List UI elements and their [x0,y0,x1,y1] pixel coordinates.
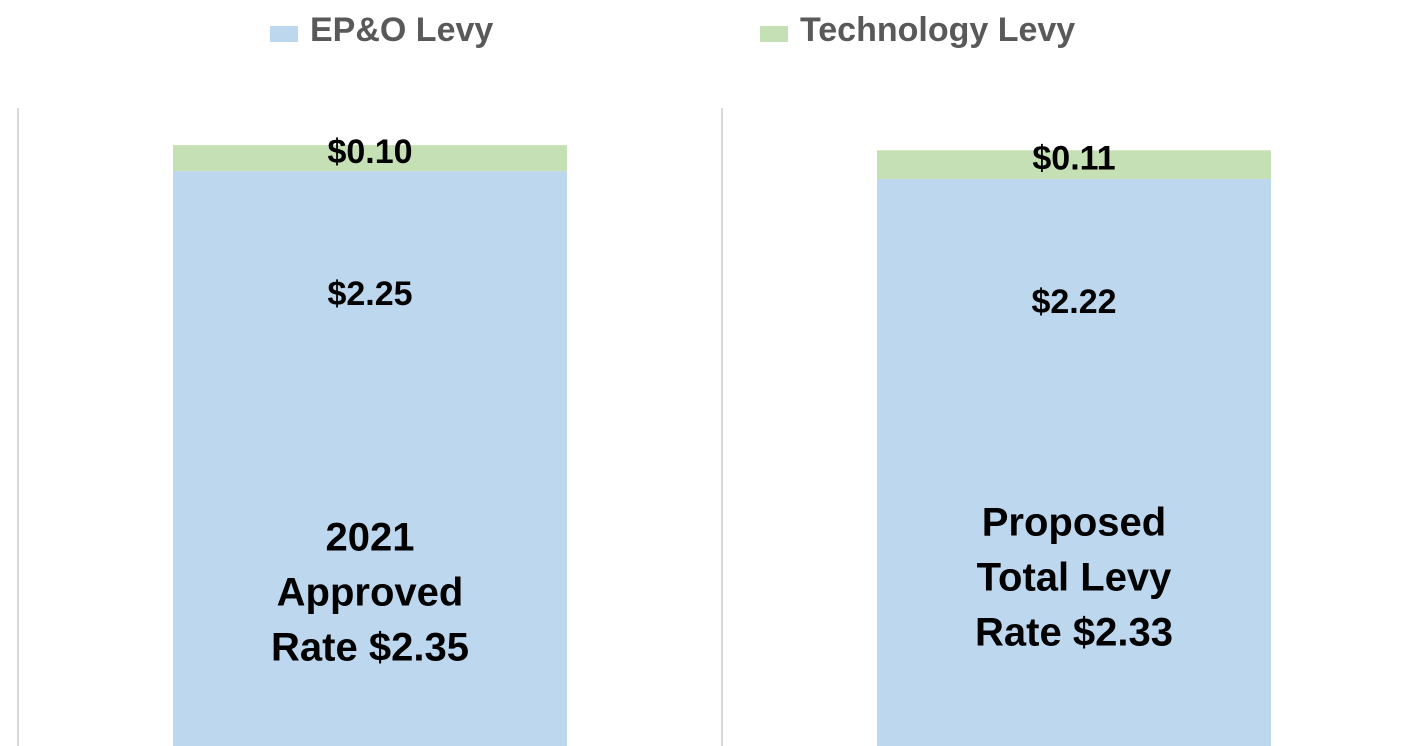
bar-segment [877,178,1271,746]
bar-segment [173,171,567,746]
value-label: $2.25 [327,275,412,313]
annotation: Rate $2.35 [271,626,469,670]
value-label: $0.11 [1032,140,1115,178]
annotation: Rate $2.33 [975,611,1173,655]
bar-segment [173,145,567,172]
annotation: Total Levy [977,556,1173,600]
annotation: Proposed [982,501,1166,545]
value-label: $0.10 [327,133,412,171]
bar-segment [877,150,1271,179]
annotation: 2021 [326,516,415,560]
legend-swatch [270,26,298,42]
legend-label: EP&O Levy [310,11,493,49]
legend-label: Technology Levy [800,11,1075,49]
annotation: Approved [277,571,464,615]
legend-swatch [760,26,788,42]
value-label: $2.22 [1031,283,1116,321]
